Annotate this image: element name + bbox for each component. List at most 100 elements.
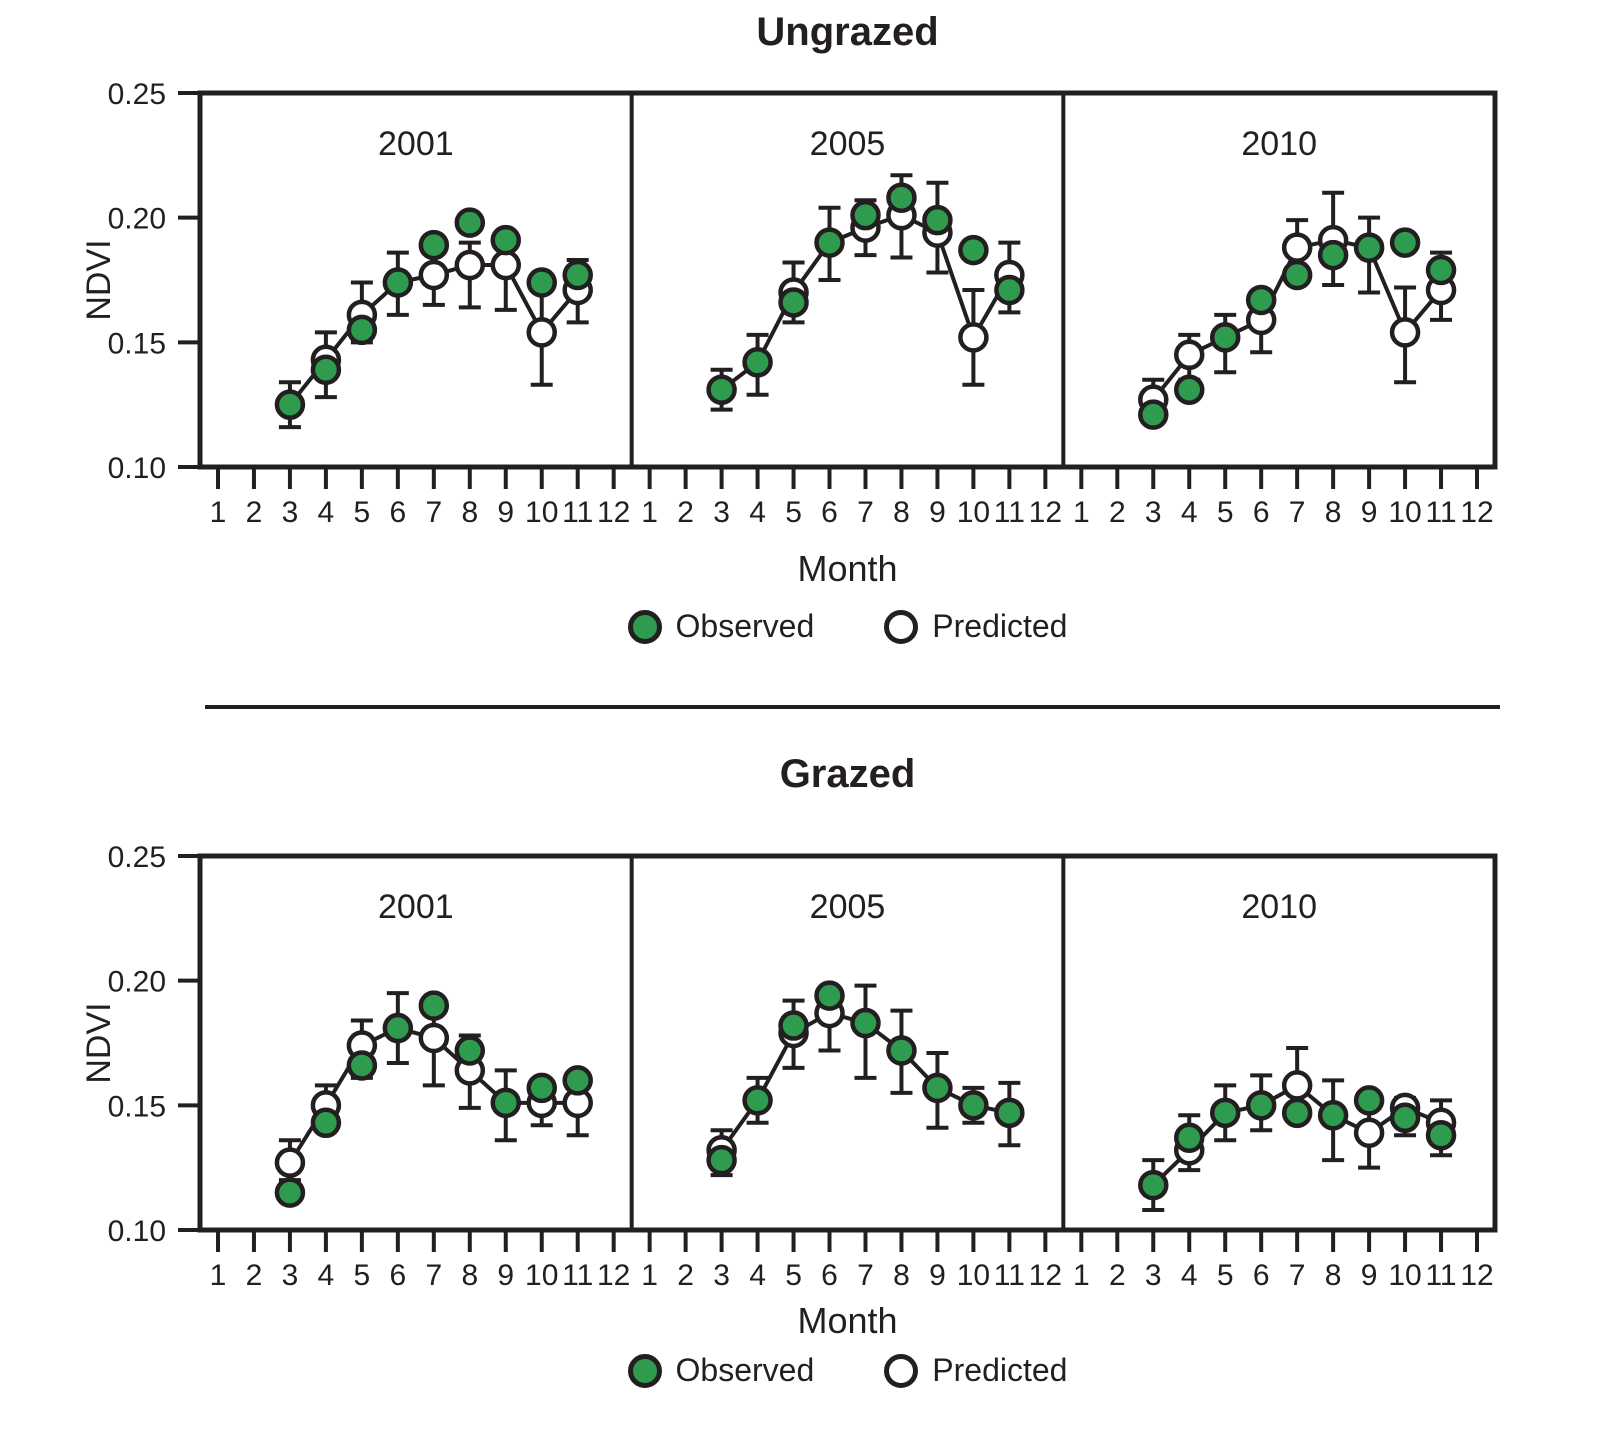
plot-border bbox=[197, 853, 1498, 1233]
x-tick-label: 7 bbox=[857, 1259, 874, 1292]
x-tick-label: 5 bbox=[785, 496, 802, 529]
observed-marker bbox=[382, 1012, 414, 1044]
predicted-marker bbox=[418, 259, 450, 291]
legend-item-observed: Observed bbox=[627, 608, 815, 645]
observed-marker bbox=[886, 1035, 917, 1066]
x-tick-label: 1 bbox=[641, 496, 658, 529]
observed-marker bbox=[418, 229, 450, 261]
x-tick-label: 4 bbox=[749, 1259, 766, 1292]
predicted-marker bbox=[274, 1147, 306, 1178]
y-tick-label: 0.25 bbox=[108, 78, 166, 111]
observed-marker bbox=[490, 224, 522, 256]
x-tick-label: 3 bbox=[713, 1259, 730, 1292]
x-tick-label: 12 bbox=[1460, 1259, 1493, 1292]
x-tick-label: 11 bbox=[994, 1259, 1025, 1292]
year-label: 2005 bbox=[810, 888, 886, 926]
observed-marker bbox=[814, 227, 845, 258]
observed-swatch-icon bbox=[627, 1353, 662, 1388]
observed-marker bbox=[778, 1010, 809, 1041]
y-tick-label: 0.10 bbox=[108, 452, 166, 485]
observed-marker bbox=[958, 1090, 989, 1121]
predicted-marker bbox=[1281, 1070, 1313, 1101]
x-tick-label: 2 bbox=[677, 496, 694, 529]
legend-label-predicted: Predicted bbox=[932, 1352, 1068, 1388]
observed-marker bbox=[850, 199, 881, 231]
plot-border bbox=[197, 90, 1498, 470]
x-tick-label: 2 bbox=[1109, 496, 1126, 529]
observed-marker bbox=[310, 1107, 342, 1139]
predicted-swatch-icon bbox=[884, 1353, 919, 1388]
year-label: 2001 bbox=[378, 125, 454, 163]
x-tick-label: 7 bbox=[857, 496, 874, 529]
x-tick-label: 4 bbox=[749, 496, 766, 529]
observed-marker bbox=[922, 204, 953, 236]
x-axis-label: Month bbox=[797, 548, 898, 589]
observed-marker bbox=[274, 1177, 306, 1208]
x-tick-label: 11 bbox=[562, 1259, 593, 1292]
predicted-marker bbox=[958, 322, 989, 353]
observed-marker bbox=[958, 234, 989, 266]
observed-marker bbox=[454, 207, 486, 238]
observed-marker bbox=[1425, 254, 1457, 286]
observed-marker bbox=[490, 1087, 522, 1119]
observed-marker bbox=[886, 182, 917, 213]
x-tick-label: 9 bbox=[497, 1259, 514, 1292]
legend-label-predicted: Predicted bbox=[932, 608, 1068, 644]
observed-marker bbox=[562, 1065, 593, 1096]
predicted-marker bbox=[1389, 317, 1421, 348]
observed-marker bbox=[1245, 1090, 1277, 1121]
year-label: 2010 bbox=[1241, 888, 1317, 926]
predicted-marker bbox=[1173, 339, 1205, 371]
x-tick-label: 3 bbox=[1145, 1259, 1162, 1292]
x-tick-label: 12 bbox=[1029, 496, 1062, 529]
observed-marker bbox=[1209, 1097, 1241, 1129]
x-tick-label: 11 bbox=[562, 496, 593, 529]
x-tick-label: 5 bbox=[354, 1259, 371, 1292]
legend-item-predicted: Predicted bbox=[884, 608, 1067, 645]
x-tick-label: 3 bbox=[1145, 496, 1162, 529]
y-tick-label: 0.20 bbox=[108, 203, 166, 236]
predicted-marker bbox=[526, 317, 557, 348]
x-tick-label: 9 bbox=[1361, 496, 1378, 529]
observed-marker bbox=[1353, 232, 1385, 263]
observed-marker bbox=[706, 1144, 737, 1176]
y-tick-label: 0.15 bbox=[108, 1090, 166, 1123]
x-tick-label: 11 bbox=[1425, 1259, 1456, 1292]
observed-swatch-icon bbox=[627, 609, 662, 644]
y-tick-label: 0.20 bbox=[108, 966, 166, 999]
x-tick-label: 3 bbox=[713, 496, 730, 529]
predicted-marker bbox=[490, 249, 522, 281]
x-tick-label: 1 bbox=[1073, 1259, 1090, 1292]
x-tick-label: 6 bbox=[821, 496, 838, 529]
observed-marker bbox=[778, 287, 809, 318]
year-label: 2005 bbox=[810, 125, 886, 163]
y-axis-label: NDVI bbox=[80, 1002, 118, 1083]
observed-marker bbox=[1389, 227, 1421, 258]
x-tick-label: 1 bbox=[210, 1259, 227, 1292]
x-tick-label: 7 bbox=[425, 496, 442, 529]
x-tick-label: 12 bbox=[597, 496, 630, 529]
x-tick-label: 8 bbox=[893, 1259, 910, 1292]
section-title-grazed: Grazed bbox=[779, 752, 916, 796]
observed-marker bbox=[1138, 1169, 1169, 1201]
predicted-marker bbox=[454, 249, 486, 281]
observed-marker bbox=[1317, 239, 1349, 271]
x-tick-label: 8 bbox=[461, 496, 478, 529]
chart-legend: Observed Predicted bbox=[200, 1352, 1495, 1389]
x-tick-label: 4 bbox=[1181, 496, 1198, 529]
predicted-marker bbox=[1353, 1117, 1385, 1149]
observed-marker bbox=[742, 347, 773, 378]
y-tick-label: 0.15 bbox=[108, 327, 166, 360]
x-tick-label: 2 bbox=[1109, 1259, 1126, 1292]
observed-marker bbox=[922, 1072, 953, 1104]
x-tick-label: 6 bbox=[1253, 496, 1270, 529]
x-tick-label: 8 bbox=[893, 496, 910, 529]
observed-marker bbox=[1173, 374, 1205, 405]
predicted-marker bbox=[418, 1022, 450, 1054]
legend-label-observed: Observed bbox=[675, 608, 815, 644]
x-tick-label: 2 bbox=[677, 1259, 694, 1292]
section-title-ungrazed: Ungrazed bbox=[756, 10, 939, 54]
observed-marker bbox=[274, 389, 306, 420]
x-tick-label: 4 bbox=[318, 1259, 335, 1292]
